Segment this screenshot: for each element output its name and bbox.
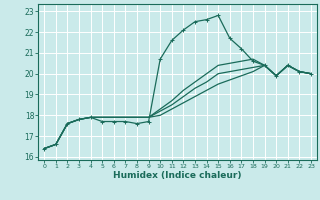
X-axis label: Humidex (Indice chaleur): Humidex (Indice chaleur) — [113, 171, 242, 180]
